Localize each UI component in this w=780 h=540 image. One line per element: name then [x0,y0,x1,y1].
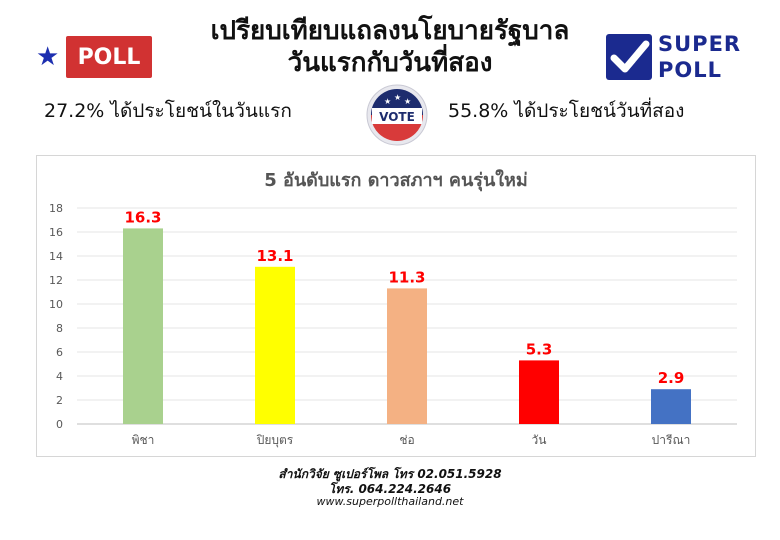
stat-first-day: 27.2% ได้ประโยชน์ในวันแรก [44,100,292,122]
x-tick-label: ปิยบุตร [256,433,294,448]
y-tick-label: 8 [56,322,63,335]
bar-chart: 5 อันดับแรก ดาวสภาฯ คนรุ่นใหม่ 0 2 4 6 8 10 12… [49,169,737,448]
bar [651,389,691,424]
page-title-line2: วันแรกกับวันที่สอง [287,48,493,78]
logo-text-poll: POLL [658,58,723,82]
svg-text:★: ★ [384,97,391,106]
svg-text:★: ★ [404,97,411,106]
y-tick-label: 0 [56,418,63,431]
y-tick-label: 16 [49,226,63,239]
x-tick-label: วัน [532,433,547,447]
y-tick-label: 2 [56,394,63,407]
superpoll-logo: SUPER POLL [606,32,756,84]
vote-label: VOTE [379,110,415,124]
footer-line2: โทร. 064.224.2646 [328,482,452,496]
footer-line1: สำนักวิจัย ซูเปอร์โพล โทร 02.051.5928 [278,467,502,481]
poll-badge: POLL [66,36,152,78]
y-tick-label: 18 [49,202,63,215]
x-tick-label: ปารีณา [652,433,691,447]
star-icon: ★ [36,42,60,72]
x-tick-label: ช่อ [399,433,414,447]
y-tick-label: 10 [49,298,63,311]
y-tick-label: 14 [49,250,63,263]
bar [123,228,163,424]
data-label: 13.1 [256,247,293,265]
bar [519,360,559,424]
data-label: 5.3 [526,340,553,358]
y-tick-label: 4 [56,370,63,383]
stat-second-day: 55.8% ได้ประโยชน์วันที่สอง [448,100,685,122]
chart-frame: 5 อันดับแรก ดาวสภาฯ คนรุ่นใหม่ 0 2 4 6 8 10 12… [36,155,756,457]
data-label: 16.3 [124,208,161,226]
checkmark-icon [606,34,652,80]
poll-label: POLL [77,44,141,70]
page-title-line1: เปรียบเทียบแถลงนโยบายรัฐบาล [210,16,570,46]
bar [255,266,295,424]
chart-title: 5 อันดับแรก ดาวสภาฯ คนรุ่นใหม่ [264,169,528,192]
logo-text-super: SUPER [658,32,742,56]
data-label: 2.9 [658,369,685,387]
x-tick-label: พิชา [132,433,155,447]
footer-website: www.superpollthailand.net [316,495,464,508]
vote-badge-icon: VOTE ★ ★ ★ [366,84,428,146]
y-tick-label: 12 [49,274,63,287]
y-tick-label: 6 [56,346,63,359]
svg-text:★: ★ [394,93,401,102]
data-label: 11.3 [388,268,425,286]
bar [387,288,427,424]
